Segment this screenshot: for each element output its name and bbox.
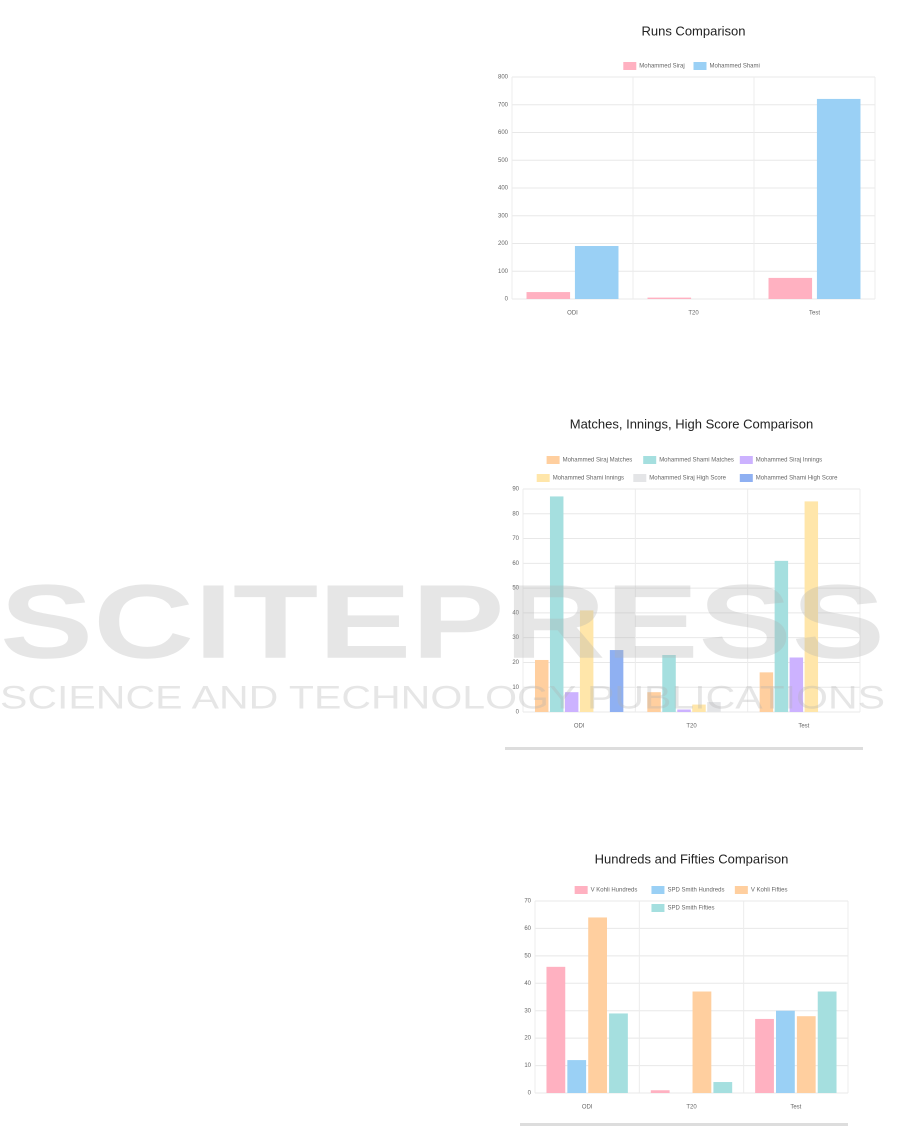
legend-swatch bbox=[693, 62, 707, 70]
x-tick-label: ODI bbox=[582, 1105, 593, 1111]
bar bbox=[804, 501, 819, 712]
bar bbox=[755, 1018, 774, 1093]
chart-title: Matches, Innings, High Score Comparison bbox=[570, 416, 814, 431]
bar bbox=[567, 1060, 587, 1093]
y-tick-label: 400 bbox=[498, 186, 509, 192]
legend-swatch bbox=[739, 474, 753, 482]
bar bbox=[776, 1010, 795, 1093]
legend-label: Mohammed Shami High Score bbox=[756, 476, 838, 482]
y-tick-label: 50 bbox=[512, 586, 519, 592]
bar bbox=[534, 659, 549, 712]
bar bbox=[564, 692, 579, 712]
bar bbox=[707, 702, 721, 712]
legend-label: SPD Smith Fifties bbox=[667, 906, 714, 912]
legend-label: Mohammed Shami Matches bbox=[659, 458, 734, 464]
bar bbox=[546, 966, 566, 1093]
bar bbox=[774, 560, 789, 712]
bar bbox=[789, 657, 804, 712]
legend-label: Mohammed Siraj bbox=[639, 64, 684, 70]
watermark-title: SCITEPRESS bbox=[0, 564, 885, 681]
x-tick-label: T20 bbox=[686, 1105, 697, 1111]
y-tick-label: 800 bbox=[498, 75, 509, 81]
legend-label: Mohammed Shami bbox=[710, 64, 760, 70]
bar bbox=[816, 98, 861, 299]
scroll-bar bbox=[520, 1123, 848, 1126]
bar bbox=[650, 1090, 670, 1093]
legend-label: V Kohli Hundreds bbox=[591, 888, 638, 894]
scroll-bar bbox=[505, 747, 863, 750]
y-tick-label: 70 bbox=[524, 899, 531, 905]
legend-swatch bbox=[734, 886, 748, 894]
legend-swatch bbox=[623, 62, 637, 70]
x-tick-label: ODI bbox=[574, 724, 585, 730]
bar bbox=[759, 672, 774, 712]
y-tick-label: 30 bbox=[524, 1008, 531, 1014]
bar bbox=[574, 245, 619, 299]
y-tick-label: 10 bbox=[524, 1063, 531, 1069]
y-tick-label: 20 bbox=[512, 660, 519, 666]
legend-label: Mohammed Siraj Innings bbox=[756, 458, 822, 464]
y-tick-label: 100 bbox=[498, 269, 509, 275]
bar bbox=[662, 655, 676, 712]
x-tick-label: Test bbox=[809, 311, 820, 317]
bar bbox=[692, 991, 712, 1093]
y-tick-label: 300 bbox=[498, 213, 509, 219]
x-tick-label: Test bbox=[790, 1105, 801, 1111]
y-tick-label: 40 bbox=[524, 981, 531, 987]
legend-label: Mohammed Siraj Matches bbox=[563, 458, 633, 464]
y-tick-label: 90 bbox=[512, 487, 519, 493]
y-tick-label: 50 bbox=[524, 953, 531, 959]
legend-swatch bbox=[643, 456, 657, 464]
bar bbox=[588, 917, 607, 1093]
chart-title: Hundreds and Fifties Comparison bbox=[595, 851, 789, 866]
bar bbox=[817, 991, 837, 1093]
legend-label: Mohammed Shami Innings bbox=[553, 476, 624, 482]
watermark-subtitle: SCIENCE AND TECHNOLOGY PUBLICATIONS bbox=[0, 679, 885, 715]
legend-swatch bbox=[546, 456, 560, 464]
y-tick-label: 40 bbox=[512, 610, 519, 616]
bar bbox=[647, 297, 692, 299]
bar bbox=[692, 704, 706, 712]
y-tick-label: 500 bbox=[498, 158, 509, 164]
bar bbox=[609, 1013, 628, 1093]
legend-swatch bbox=[651, 904, 665, 912]
bar bbox=[796, 1016, 816, 1093]
y-tick-label: 70 bbox=[512, 536, 519, 542]
y-tick-label: 10 bbox=[512, 685, 519, 691]
y-tick-label: 30 bbox=[512, 635, 519, 641]
x-tick-label: T20 bbox=[686, 724, 697, 730]
bar bbox=[526, 292, 571, 299]
y-tick-label: 200 bbox=[498, 241, 509, 247]
bar bbox=[609, 650, 624, 712]
legend-swatch bbox=[651, 886, 665, 894]
bar bbox=[549, 496, 564, 712]
bar bbox=[647, 692, 661, 712]
legend-swatch bbox=[633, 474, 647, 482]
x-tick-label: Test bbox=[798, 724, 809, 730]
bar bbox=[768, 277, 813, 299]
bar bbox=[579, 610, 594, 712]
y-tick-label: 60 bbox=[512, 561, 519, 567]
legend-swatch bbox=[574, 886, 588, 894]
legend-label: Mohammed Siraj High Score bbox=[649, 476, 726, 482]
y-tick-label: 600 bbox=[498, 130, 509, 136]
y-tick-label: 0 bbox=[505, 297, 509, 303]
y-tick-label: 80 bbox=[512, 511, 519, 517]
y-tick-label: 700 bbox=[498, 102, 509, 108]
bar bbox=[677, 709, 691, 712]
legend-swatch bbox=[739, 456, 753, 464]
x-tick-label: T20 bbox=[688, 311, 699, 317]
bar bbox=[713, 1082, 733, 1093]
y-tick-label: 60 bbox=[524, 926, 531, 932]
legend-label: SPD Smith Hundreds bbox=[667, 888, 724, 894]
y-tick-label: 0 bbox=[516, 710, 520, 716]
legend-label: V Kohli Fifties bbox=[751, 888, 788, 894]
legend-swatch bbox=[536, 474, 550, 482]
chart-title: Runs Comparison bbox=[641, 23, 745, 38]
y-tick-label: 20 bbox=[524, 1036, 531, 1042]
y-tick-label: 0 bbox=[528, 1091, 532, 1097]
x-tick-label: ODI bbox=[567, 311, 578, 317]
